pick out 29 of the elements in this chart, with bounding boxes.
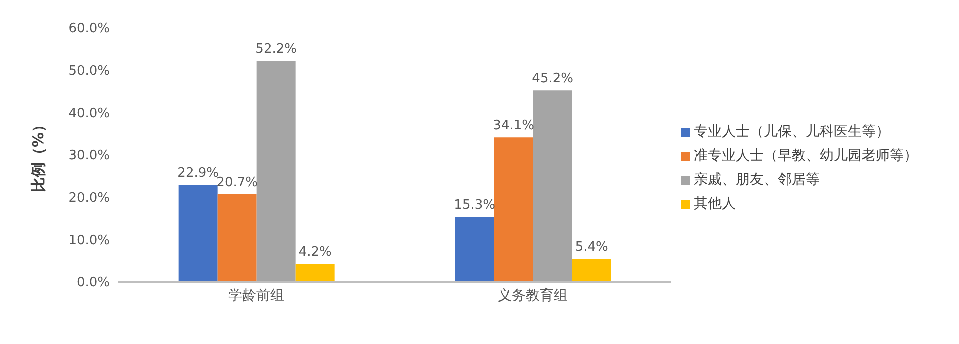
bar xyxy=(494,138,534,282)
data-label: 22.9% xyxy=(178,166,219,182)
legend-label: 专业人士（儿保、儿科医生等） xyxy=(694,124,890,140)
x-tick-label: 学龄前组 xyxy=(228,288,284,304)
legend-label: 准专业人士（早教、幼儿园老师等） xyxy=(694,148,918,164)
data-label: 5.4% xyxy=(575,240,608,256)
data-label: 20.7% xyxy=(216,175,258,190)
bar xyxy=(178,185,218,282)
y-tick-label: 0.0% xyxy=(76,276,110,291)
data-label: 34.1% xyxy=(493,118,534,134)
data-label: 4.2% xyxy=(298,245,332,260)
legend-label: 亲戚、朋友、邻居等 xyxy=(694,172,820,188)
bar xyxy=(218,194,257,282)
legend-label: 其他人 xyxy=(694,196,736,212)
bar xyxy=(296,264,335,282)
y-tick-label: 10.0% xyxy=(68,233,110,248)
bar xyxy=(256,61,296,282)
bar xyxy=(572,259,612,282)
data-label: 52.2% xyxy=(256,42,297,58)
y-axis-title: 比例（%） xyxy=(29,117,48,193)
y-tick-label: 60.0% xyxy=(68,22,110,37)
bar xyxy=(455,217,494,282)
x-tick-label: 义务教育组 xyxy=(498,286,568,304)
y-tick-label: 20.0% xyxy=(68,190,110,206)
data-label: 45.2% xyxy=(532,72,574,87)
y-tick-label: 30.0% xyxy=(68,148,110,164)
y-tick-label: 40.0% xyxy=(68,106,110,122)
y-tick-label: 50.0% xyxy=(68,64,110,79)
bar xyxy=(533,90,572,282)
